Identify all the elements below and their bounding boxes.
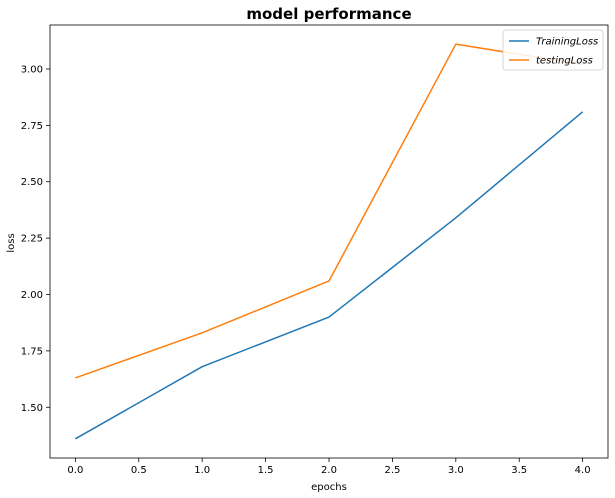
plot-area: 0.0 0.5 1.0 1.5 2.0 2.5 3.0 3.5 4.0 1.50 1.75 2.00 2… (21, 24, 609, 476)
legend: TrainingLoss testingLoss (502, 29, 604, 71)
x-tick-label: 3.5 (511, 465, 527, 476)
series-line-TrainingLoss (74, 111, 584, 440)
x-tick-label: 1.0 (194, 465, 210, 476)
y-tick-label: 2.00 (21, 290, 43, 301)
x-tick-label: 0.0 (67, 465, 83, 476)
y-axis-label: loss (6, 233, 17, 252)
y-tick-label: 1.50 (21, 403, 43, 414)
y-tick-label: 2.25 (21, 234, 43, 245)
x-tick-label: 0.5 (131, 465, 147, 476)
x-tick-label: 1.5 (258, 465, 274, 476)
x-tick-label: 3.0 (448, 465, 464, 476)
y-tick-label: 1.75 (21, 346, 43, 357)
y-tick-label: 3.00 (21, 64, 43, 75)
y-tick-label: 2.50 (21, 177, 43, 188)
x-tick-label: 2.0 (321, 465, 337, 476)
legend-entry-label: testingLoss (536, 56, 593, 67)
chart-title: model performance (246, 5, 411, 23)
y-tick-label: 2.75 (21, 121, 43, 132)
legend-entry-label: TrainingLoss (536, 37, 598, 48)
x-tick-label: 4.0 (575, 465, 591, 476)
x-tick-label: 2.5 (384, 465, 400, 476)
series-line-testingLoss (75, 43, 583, 379)
x-axis-label: epochs (311, 482, 347, 493)
